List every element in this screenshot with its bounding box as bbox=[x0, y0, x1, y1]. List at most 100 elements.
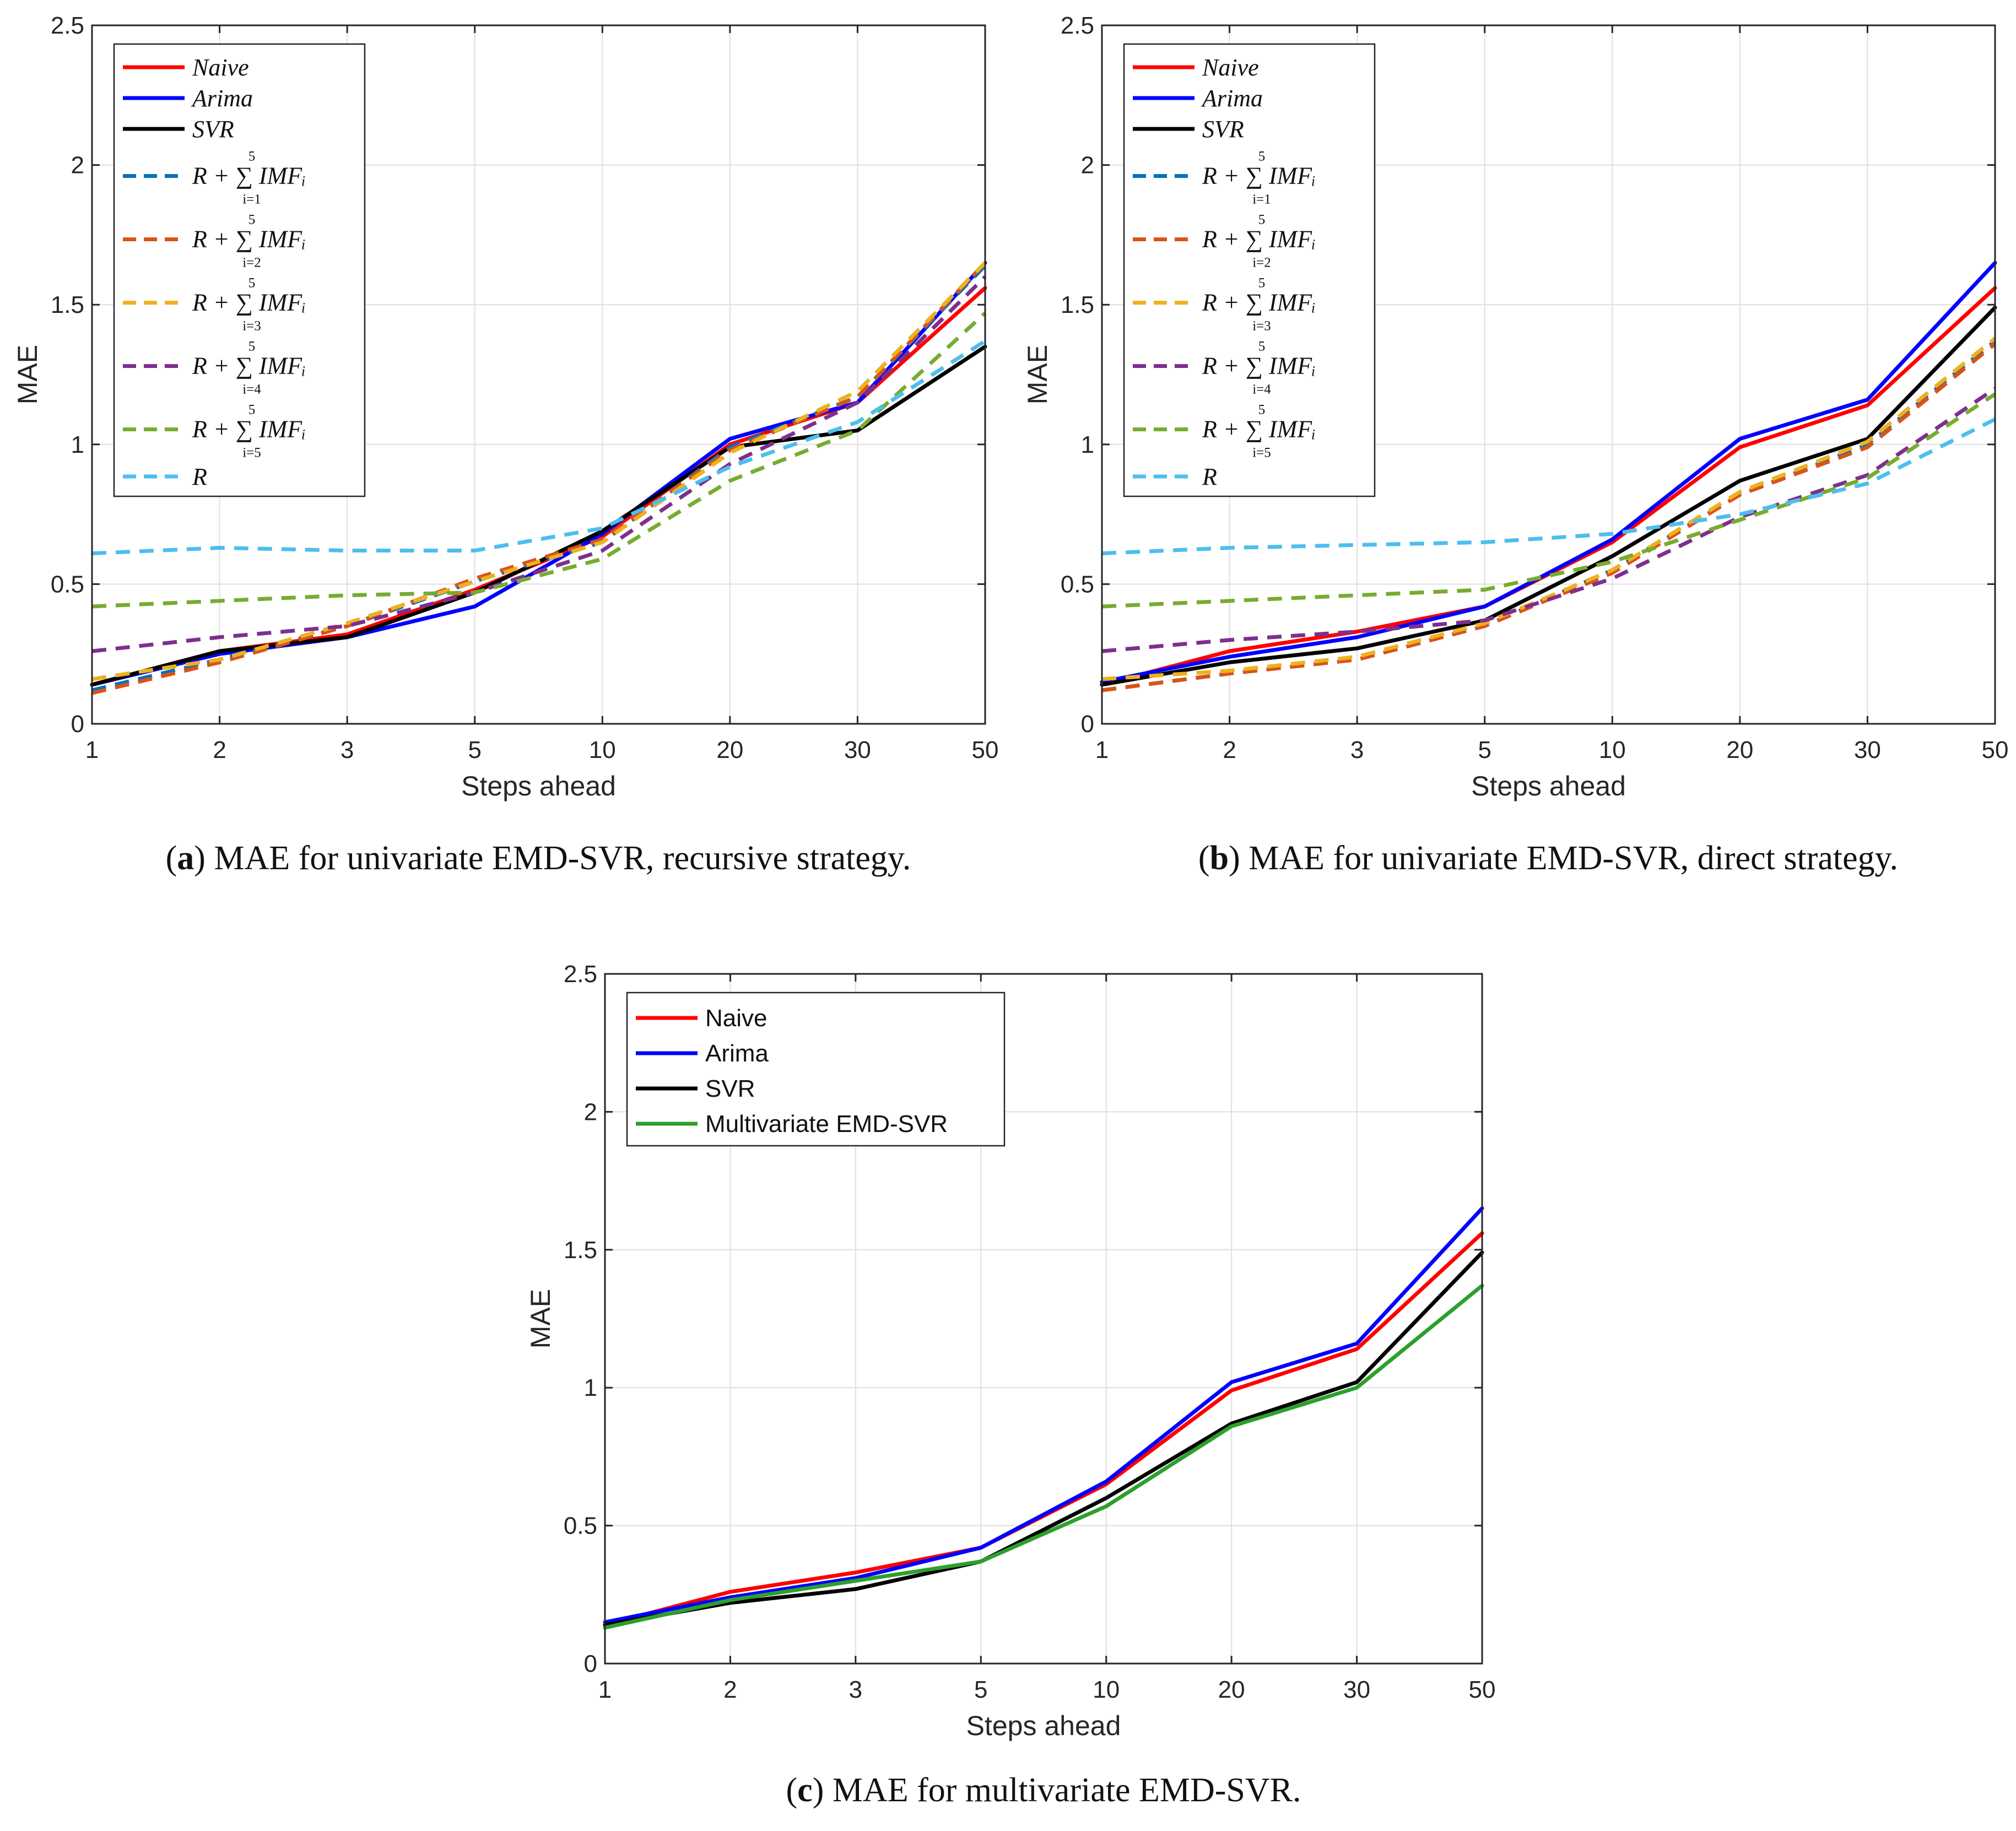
x-tick-label: 5 bbox=[468, 736, 481, 763]
series-line-r bbox=[91, 339, 986, 556]
legend-label-sub: i=3 bbox=[1252, 319, 1271, 334]
x-tick-label: 2 bbox=[1223, 736, 1236, 763]
y-tick-label: 2.5 bbox=[564, 961, 597, 988]
series-line-svr bbox=[1100, 305, 1997, 687]
y-tick-label: 0.5 bbox=[51, 571, 84, 598]
x-tick-label: 5 bbox=[1478, 736, 1491, 763]
legend-label: Multivariate EMD-SVR bbox=[705, 1110, 948, 1137]
y-tick-label: 1.5 bbox=[51, 291, 84, 318]
y-tick-label: 0 bbox=[584, 1650, 597, 1677]
legend-label-sup: 5 bbox=[1258, 149, 1266, 164]
legend-label-sub: i=2 bbox=[1252, 256, 1271, 270]
legend-label: Arima bbox=[191, 85, 253, 112]
legend-label: Naive bbox=[192, 54, 249, 81]
legend-label-sup: 5 bbox=[1258, 403, 1266, 418]
legend-label: R + ∑ IMFᵢ bbox=[1202, 289, 1316, 316]
legend-label-sup: 5 bbox=[248, 276, 256, 291]
x-tick-label: 10 bbox=[1599, 736, 1626, 763]
legend-label: R + ∑ IMFᵢ bbox=[1202, 353, 1316, 380]
y-tick-label: 1.5 bbox=[1061, 291, 1094, 318]
x-tick-label: 3 bbox=[849, 1676, 862, 1703]
figure-caption: (a) MAE for univariate EMD-SVR, recursiv… bbox=[166, 839, 911, 877]
chart-b: 1 2 3 5 10 20 30 50 0 0.5 1 1.5 2 2.5 Steps ahead MAE Na… bbox=[1022, 12, 2008, 877]
legend-label: SVR bbox=[1202, 116, 1244, 143]
y-axis-label: MAE bbox=[525, 1289, 556, 1348]
legend-label: R + ∑ IMFᵢ bbox=[192, 416, 306, 443]
y-tick-label: 2 bbox=[71, 152, 84, 179]
series-line-r bbox=[1101, 418, 1996, 556]
series-line-r-sum-i-5 bbox=[1101, 392, 1996, 609]
legend-label: Naive bbox=[1202, 54, 1259, 81]
series-line-r-sum-i-2 bbox=[91, 261, 987, 695]
legend-label: R + ∑ IMFᵢ bbox=[192, 289, 306, 316]
x-tick-label: 1 bbox=[1095, 736, 1109, 763]
legend-label: Naive bbox=[705, 1005, 768, 1032]
legend-label: Arima bbox=[705, 1040, 769, 1067]
x-axis-label: Steps ahead bbox=[966, 1710, 1121, 1741]
x-tick-label: 50 bbox=[972, 736, 999, 763]
legend-label: R bbox=[192, 463, 207, 490]
y-tick-label: 1 bbox=[1081, 431, 1094, 458]
legend-label-sup: 5 bbox=[248, 339, 256, 354]
legend-label-sup: 5 bbox=[248, 213, 256, 227]
legend-label-sup: 5 bbox=[248, 403, 256, 418]
legend-box bbox=[113, 43, 366, 497]
legend-label: R + ∑ IMFᵢ bbox=[1202, 226, 1316, 253]
y-axis-label: MAE bbox=[1022, 345, 1053, 404]
legend-label-sub: i=5 bbox=[1252, 446, 1271, 461]
legend-label-sub: i=1 bbox=[1252, 192, 1271, 207]
y-tick-label: 1.5 bbox=[564, 1237, 597, 1264]
legend-label: R + ∑ IMFᵢ bbox=[1202, 162, 1316, 189]
series-line-arima bbox=[603, 1206, 1484, 1624]
series-line-svr bbox=[603, 1250, 1484, 1627]
y-tick-label: 2 bbox=[584, 1098, 597, 1125]
legend-label-sub: i=1 bbox=[242, 192, 261, 207]
legend-label: R + ∑ IMFᵢ bbox=[192, 226, 306, 253]
x-tick-label: 3 bbox=[340, 736, 354, 763]
legend-label-sup: 5 bbox=[1258, 213, 1266, 227]
chart-c: 1 2 3 5 10 20 30 50 0 0.5 1 1.5 2 2.5 Steps ahead MAE Na… bbox=[525, 961, 1495, 1809]
chart-a: 1 2 3 5 10 20 30 50 0 0.5 1 1.5 2 2.5 Steps ahead MAE Na… bbox=[12, 12, 998, 877]
x-axis-label: Steps ahead bbox=[1471, 771, 1626, 801]
series-line-r-sum-i-5 bbox=[91, 311, 987, 609]
series-line-arima bbox=[1100, 261, 1997, 684]
axes-box bbox=[604, 973, 1483, 1665]
y-axis-label: MAE bbox=[12, 345, 43, 404]
y-tick-label: 0 bbox=[71, 711, 84, 738]
legend-label-sup: 5 bbox=[1258, 276, 1266, 291]
legend-label: R bbox=[1202, 463, 1217, 490]
y-tick-label: 1 bbox=[71, 431, 84, 458]
axes-box bbox=[91, 24, 986, 725]
x-tick-label: 20 bbox=[1726, 736, 1753, 763]
legend: Naive Arima SVR Multivariate EMD-SVR bbox=[626, 992, 1006, 1147]
legend-label-sub: i=5 bbox=[242, 446, 261, 461]
x-tick-label: 2 bbox=[213, 736, 226, 763]
x-tick-label: 20 bbox=[716, 736, 743, 763]
legend-label: Arima bbox=[1201, 85, 1263, 112]
x-tick-label: 50 bbox=[1469, 1676, 1496, 1703]
legend-label: R + ∑ IMFᵢ bbox=[1202, 416, 1316, 443]
x-tick-label: 30 bbox=[844, 736, 871, 763]
axes-box bbox=[1101, 24, 1996, 725]
y-tick-label: 2.5 bbox=[1061, 12, 1094, 39]
legend-label-sup: 5 bbox=[248, 149, 256, 164]
x-tick-label: 1 bbox=[598, 1676, 612, 1703]
legend-label-sub: i=4 bbox=[1252, 382, 1271, 397]
y-tick-label: 1 bbox=[584, 1374, 597, 1401]
x-tick-label: 20 bbox=[1218, 1676, 1245, 1703]
figure-caption: (b) MAE for univariate EMD-SVR, direct s… bbox=[1198, 839, 1898, 877]
x-tick-label: 10 bbox=[1093, 1676, 1120, 1703]
x-tick-label: 30 bbox=[1343, 1676, 1370, 1703]
legend-label: SVR bbox=[192, 116, 234, 143]
figure-caption: (c) MAE for multivariate EMD-SVR. bbox=[786, 1772, 1301, 1809]
x-tick-label: 2 bbox=[723, 1676, 737, 1703]
legend-label: R + ∑ IMFᵢ bbox=[192, 162, 306, 189]
legend-label: R + ∑ IMFᵢ bbox=[192, 353, 306, 380]
series-line-r-sum-i-3 bbox=[91, 261, 987, 681]
legend-label: SVR bbox=[705, 1075, 755, 1102]
legend-label-sub: i=4 bbox=[242, 382, 261, 397]
y-tick-label: 0.5 bbox=[564, 1513, 597, 1540]
x-axis-label: Steps ahead bbox=[461, 771, 616, 801]
